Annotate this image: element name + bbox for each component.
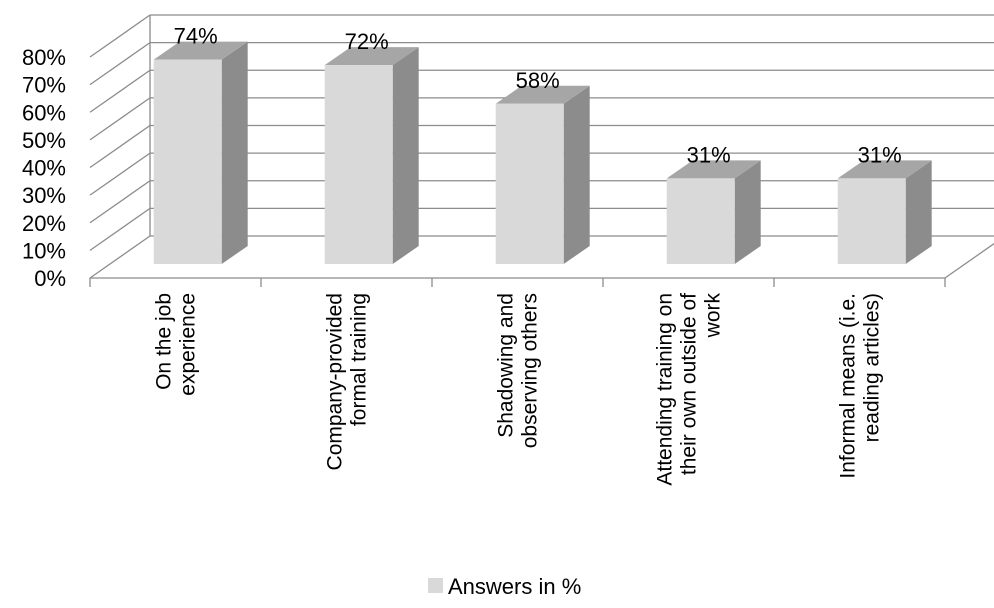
gridline-side — [89, 207, 151, 251]
x-tick-label-line: work — [702, 293, 725, 339]
gridline-side — [89, 152, 151, 196]
bar-side — [221, 41, 248, 265]
x-tick-label: Attending training ontheir own outside o… — [654, 293, 725, 486]
x-tick-label: Company-providedformal training — [324, 293, 371, 470]
y-tick-label: 30% — [22, 183, 66, 208]
x-tick-label: Shadowing andobserving others — [495, 293, 542, 448]
gridline-side — [89, 180, 151, 224]
bar-front — [666, 178, 735, 264]
data-label: 72% — [345, 29, 389, 54]
bar-top — [153, 41, 248, 60]
gridline-side — [89, 235, 151, 279]
bar — [324, 47, 419, 264]
bar-front — [837, 178, 906, 264]
bar — [666, 160, 761, 264]
x-tick-label-line: Company-provided — [324, 293, 347, 470]
floor-right-edge — [944, 242, 994, 279]
bar — [837, 160, 932, 264]
x-tick-label: On the jobexperience — [153, 293, 200, 396]
legend-label: Answers in % — [448, 574, 581, 599]
bar-side — [563, 85, 590, 265]
y-tick-label: 50% — [22, 128, 66, 153]
y-tick-label: 0% — [34, 266, 66, 291]
gridline-side — [89, 42, 151, 86]
bar-top — [495, 85, 590, 104]
axes — [89, 277, 946, 287]
y-tick-label: 20% — [22, 211, 66, 236]
data-label: 58% — [516, 68, 560, 93]
x-tick-label-line: observing others — [519, 293, 542, 448]
gridline-side — [89, 124, 151, 169]
bar-top — [837, 160, 932, 179]
y-tick-label: 80% — [22, 45, 66, 70]
x-tick-label-line: Shadowing and — [495, 293, 518, 438]
data-labels: 74% 72% 58% 31% 31% — [174, 24, 902, 168]
data-label: 31% — [687, 142, 731, 167]
x-tick-label: Informal means (i.e.reading articles) — [837, 293, 884, 479]
bar-front — [495, 103, 564, 265]
x-tick-label-line: Informal means (i.e. — [837, 293, 860, 479]
bar-front — [324, 65, 393, 264]
x-tick-label-line: experience — [177, 293, 200, 396]
legend-swatch — [428, 578, 443, 593]
bar-side — [392, 47, 419, 264]
y-tick-label: 40% — [22, 156, 66, 181]
x-tick-label-line: formal training — [348, 293, 371, 426]
y-tick-label: 60% — [22, 100, 66, 125]
bar — [153, 41, 248, 265]
gridline-side — [89, 97, 151, 141]
data-label: 74% — [174, 24, 218, 49]
bar-front — [153, 59, 222, 265]
gridline-side — [89, 14, 151, 58]
x-tick-label-line: Attending training on — [654, 293, 677, 486]
bar-top — [666, 160, 761, 179]
y-tick-label: 70% — [22, 73, 66, 98]
data-label: 31% — [858, 142, 902, 167]
bars — [153, 41, 932, 265]
bar-top — [324, 47, 419, 66]
legend: Answers in % — [428, 574, 581, 599]
bar-side — [905, 160, 932, 264]
x-tick-label-line: reading articles) — [861, 293, 884, 442]
bar — [495, 85, 590, 265]
x-axis-labels: On the jobexperience Company-providedform… — [153, 293, 884, 486]
gridline-side — [89, 69, 151, 113]
y-tick-label: 10% — [22, 238, 66, 263]
x-tick-label-line: their own outside of — [678, 293, 701, 475]
bar-side — [734, 160, 761, 264]
y-axis-ticks: 0% 10%20% 30%40% 50% 60%70% 80% — [22, 45, 66, 291]
x-tick-label-line: On the job — [153, 293, 176, 390]
